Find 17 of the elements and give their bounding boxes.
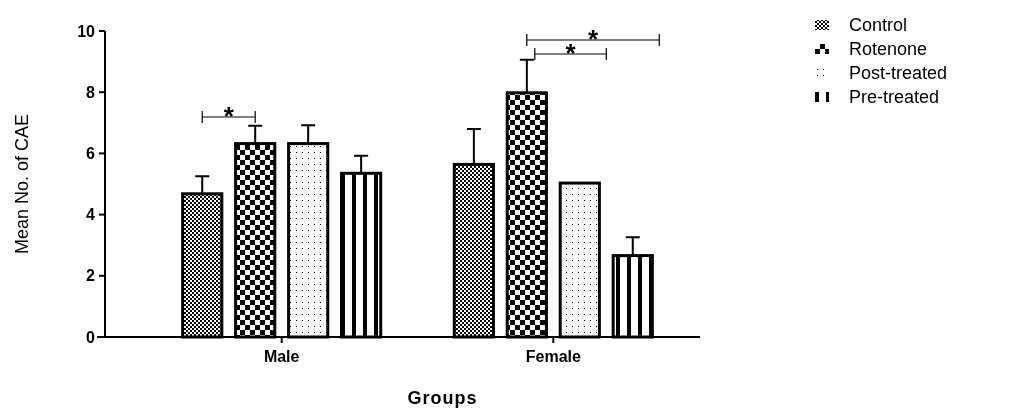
legend-label: Rotenone [849, 39, 928, 60]
x-tick-label: Male [263, 348, 300, 365]
legend-label: Post-treated [849, 63, 948, 84]
y-axis-title: Mean No. of CAE [12, 113, 32, 255]
y-tick-label: 4 [86, 206, 96, 224]
x-axis-title: Groups [407, 388, 478, 408]
x-tick-label: Female [525, 348, 581, 365]
y-tick-label: 6 [86, 145, 96, 162]
y-tick-label: 0 [86, 328, 96, 346]
annotation: * [223, 101, 235, 131]
y-tick-label: 2 [86, 267, 96, 285]
y-tick-label: 8 [86, 83, 96, 101]
legend-label: Control [849, 15, 908, 36]
y-tick-label: 10 [77, 22, 96, 40]
annotation: * [565, 38, 577, 68]
legend-label: Pre-treated [849, 87, 940, 108]
annotation: * [587, 24, 599, 54]
